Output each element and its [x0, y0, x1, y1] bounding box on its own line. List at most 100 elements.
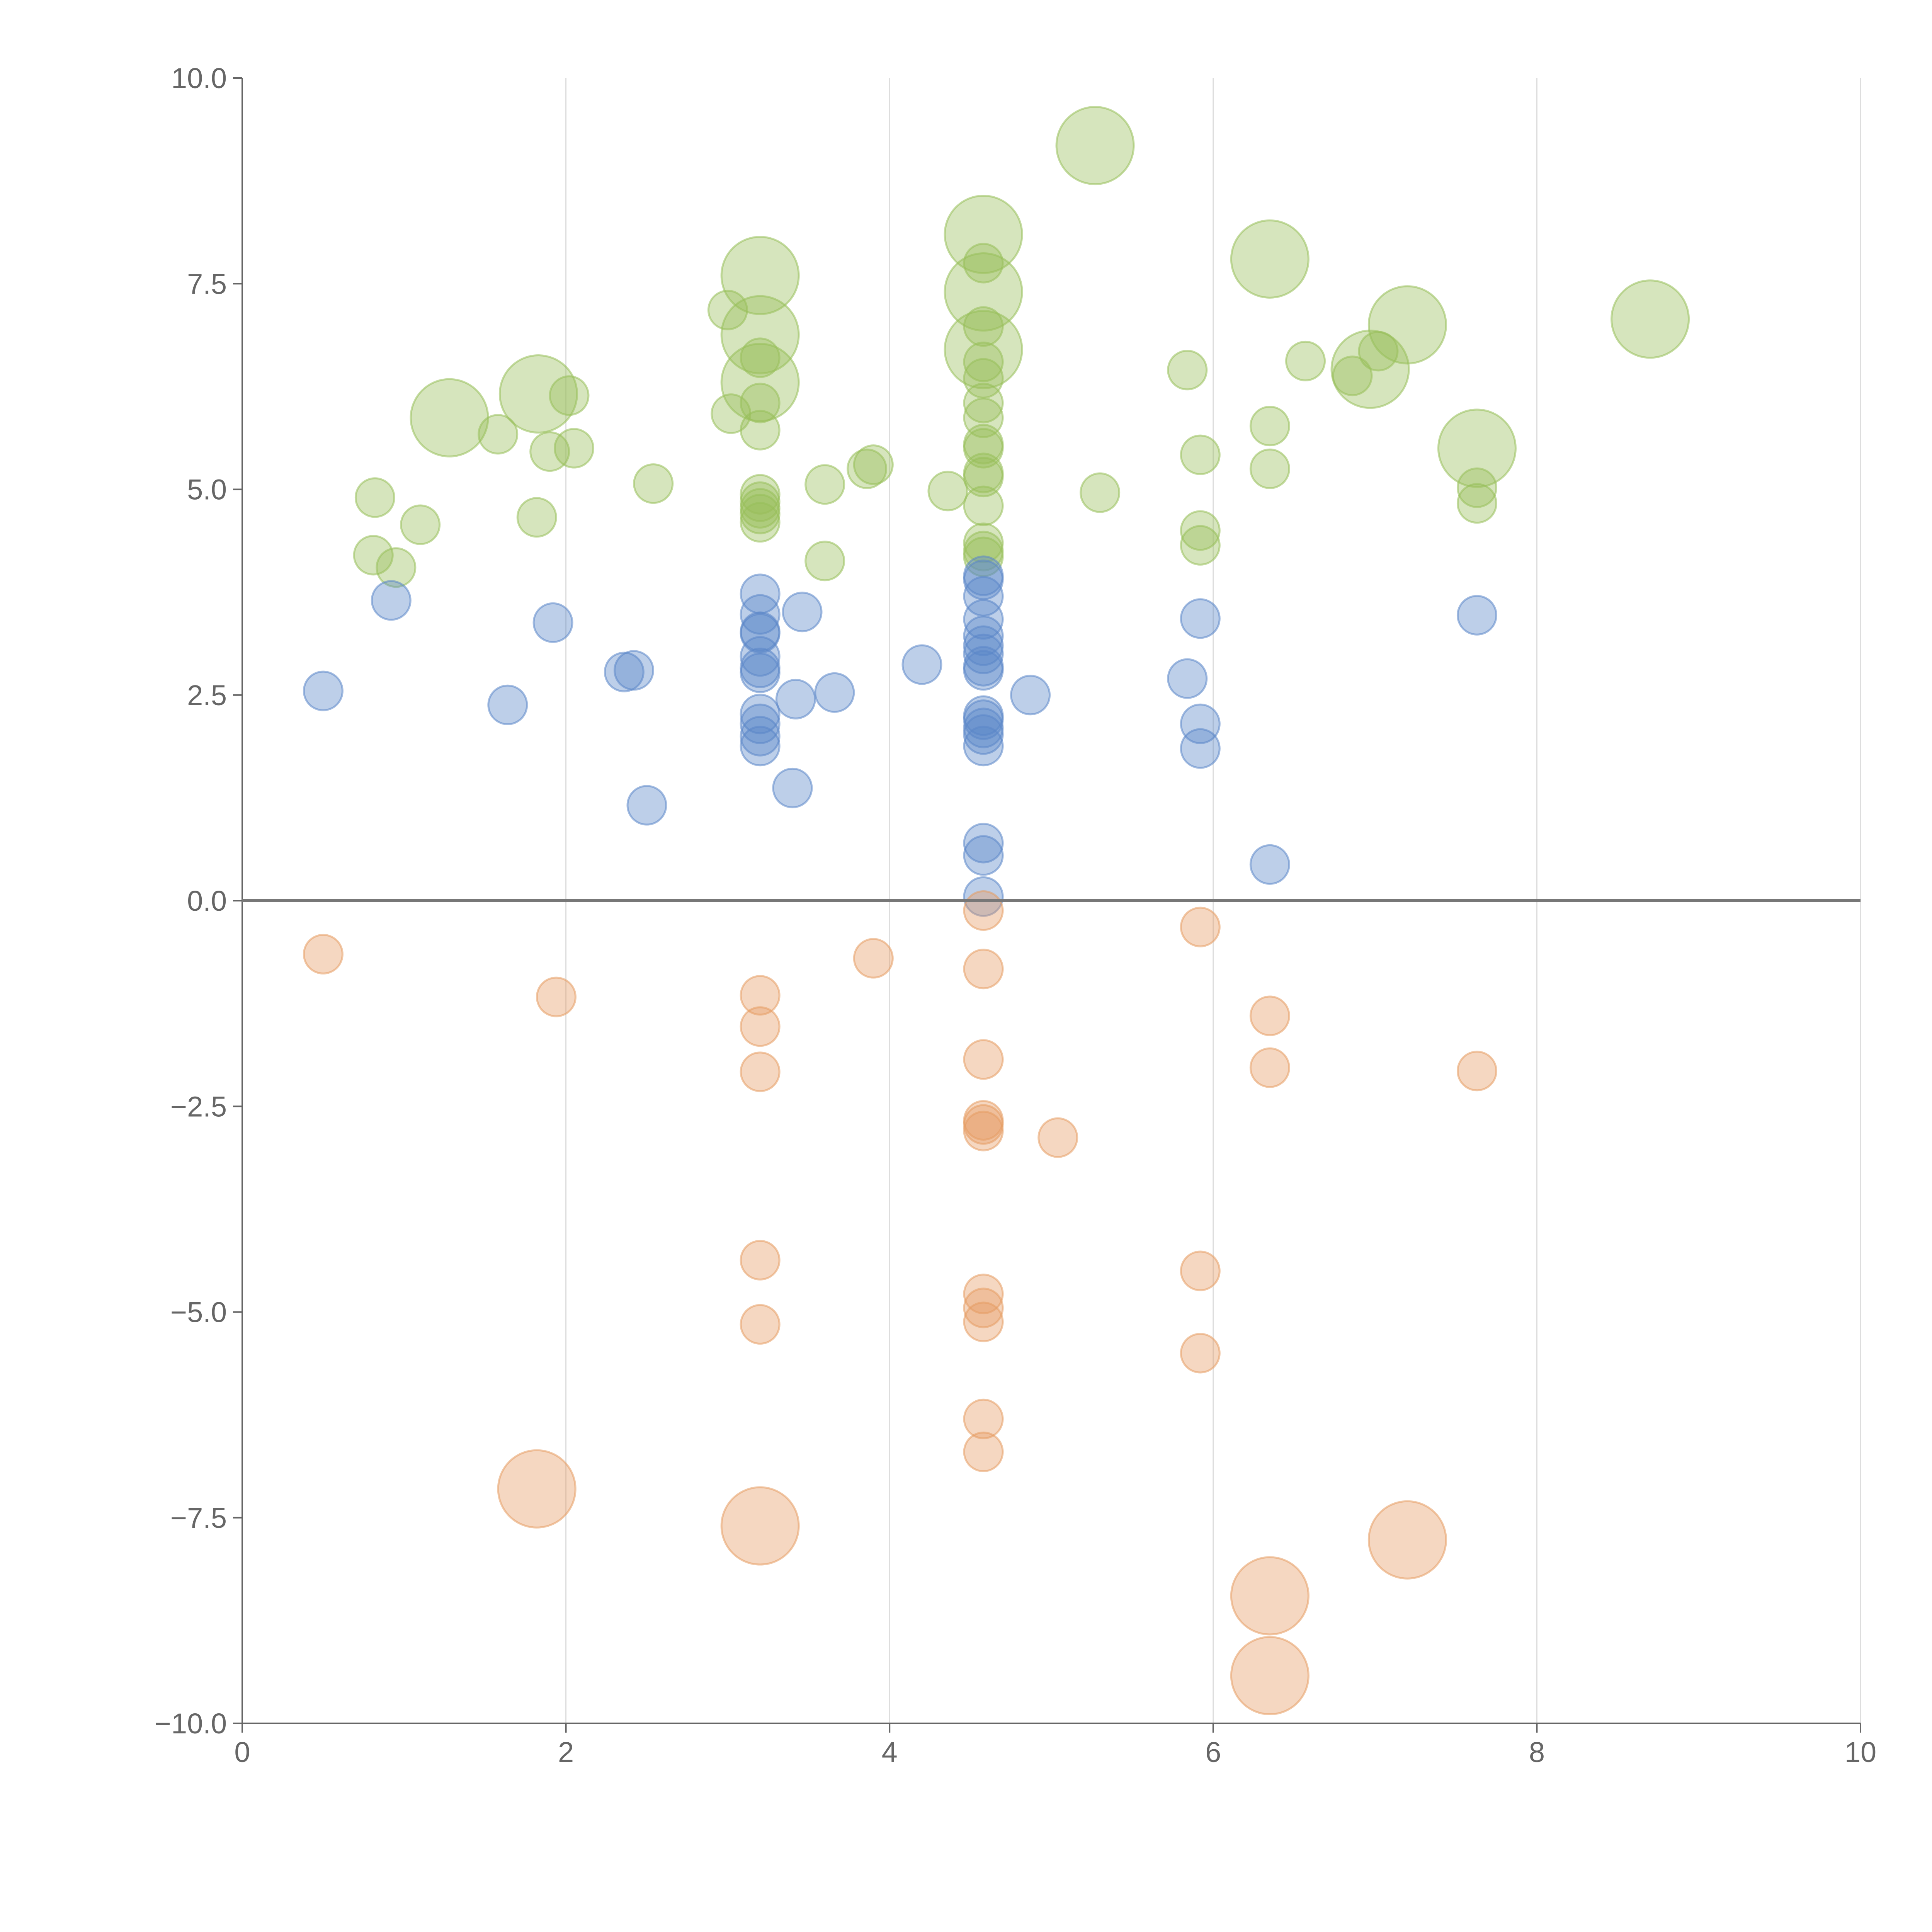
green-bubble: [1437, 408, 1517, 488]
green-bubble: [963, 485, 1004, 526]
orange-bubble: [963, 1431, 1004, 1472]
blue-bubble: [814, 672, 855, 713]
bubble-layer: [303, 106, 1690, 1716]
green-bubble: [1456, 467, 1497, 508]
green-bubble: [1285, 340, 1326, 381]
orange-bubble: [740, 1051, 781, 1092]
blue-bubble: [1249, 844, 1290, 885]
green-bubble: [804, 541, 845, 582]
orange-bubble: [740, 1006, 781, 1047]
green-bubble: [963, 243, 1004, 284]
orange-bubble: [497, 1449, 577, 1529]
green-bubble: [1180, 510, 1221, 551]
blue-bubble: [626, 785, 667, 826]
y-tick-label: −5.0: [170, 1296, 227, 1328]
orange-bubble: [963, 1039, 1004, 1080]
blue-bubble: [371, 580, 412, 621]
green-bubble: [963, 383, 1004, 423]
green-bubble: [963, 428, 1004, 469]
orange-bubble: [963, 1301, 1004, 1342]
green-bubble: [944, 195, 1023, 274]
y-tick-label: 5.0: [187, 474, 227, 506]
blue-bubble: [901, 644, 942, 685]
green-bubble: [740, 337, 781, 378]
blue-bubble: [303, 670, 344, 711]
blue-bubble: [963, 650, 1004, 691]
green-bubble: [400, 504, 441, 545]
blue-bubble: [963, 726, 1004, 767]
green-bubble: [944, 310, 1023, 389]
green-bubble: [1249, 448, 1290, 489]
orange-bubble: [853, 938, 894, 979]
blue-bubble: [782, 592, 823, 633]
orange-bubble: [1180, 1333, 1221, 1374]
green-bubble: [1611, 279, 1690, 359]
orange-bubble: [963, 890, 1004, 931]
green-bubble: [1367, 285, 1447, 365]
blue-bubble: [1456, 595, 1497, 636]
green-bubble: [720, 236, 800, 315]
green-bubble: [707, 289, 748, 330]
green-bubble: [410, 378, 489, 457]
y-tick-label: −7.5: [170, 1502, 227, 1534]
blue-bubble: [963, 625, 1004, 666]
y-tick-label: 0.0: [187, 885, 227, 917]
green-bubble: [963, 306, 1004, 347]
green-bubble: [478, 414, 519, 455]
green-bubble: [1249, 406, 1290, 447]
x-tick-label: 2: [558, 1736, 574, 1768]
blue-bubble: [963, 615, 1004, 656]
orange-bubble: [740, 1240, 781, 1281]
green-bubble: [1080, 472, 1121, 513]
orange-bubble: [1180, 1250, 1221, 1291]
green-bubble: [554, 428, 595, 469]
y-tick-label: 2.5: [187, 679, 227, 711]
orange-bubble: [963, 1274, 1004, 1315]
y-tick-label: −2.5: [170, 1090, 227, 1122]
orange-bubble: [1456, 1051, 1497, 1092]
green-bubble: [1180, 525, 1221, 566]
green-bubble: [847, 448, 888, 489]
x-tick-label: 0: [234, 1736, 250, 1768]
blue-bubble: [487, 684, 528, 725]
blue-bubble: [740, 652, 781, 693]
green-bubble: [353, 535, 394, 576]
orange-bubble: [740, 1304, 781, 1345]
blue-bubble: [1180, 703, 1221, 744]
green-bubble: [1180, 434, 1221, 475]
green-bubble: [963, 342, 1004, 383]
orange-bubble: [1230, 1636, 1310, 1716]
x-tick-label: 8: [1529, 1736, 1545, 1768]
green-bubble: [963, 522, 1004, 563]
blue-bubble: [613, 650, 654, 691]
blue-bubble: [1180, 598, 1221, 639]
green-bubble: [1055, 106, 1135, 185]
orange-bubble: [303, 934, 344, 975]
green-bubble: [740, 410, 781, 451]
orange-bubble: [1249, 995, 1290, 1036]
blue-bubble: [963, 835, 1004, 876]
green-bubble: [963, 457, 1004, 498]
blue-bubble: [1167, 658, 1208, 699]
green-bubble: [853, 444, 894, 485]
green-bubble: [549, 375, 590, 416]
green-bubble: [498, 354, 578, 434]
blue-bubble: [963, 876, 1004, 917]
x-tick-label: 6: [1205, 1736, 1221, 1768]
green-bubble: [927, 471, 968, 512]
green-bubble: [354, 477, 395, 518]
blue-bubble: [1180, 728, 1221, 769]
green-bubble: [944, 252, 1023, 332]
orange-bubble: [1037, 1117, 1078, 1158]
green-bubble: [376, 547, 417, 588]
blue-bubble: [963, 714, 1004, 755]
blue-bubble: [963, 633, 1004, 674]
orange-bubble: [963, 949, 1004, 990]
blue-bubble: [532, 602, 573, 643]
x-tick-label: 4: [882, 1736, 898, 1768]
y-tick-label: 10.0: [171, 62, 227, 94]
orange-bubble: [720, 1486, 800, 1566]
y-tick-label: 7.5: [187, 268, 227, 300]
blue-bubble: [740, 716, 781, 757]
